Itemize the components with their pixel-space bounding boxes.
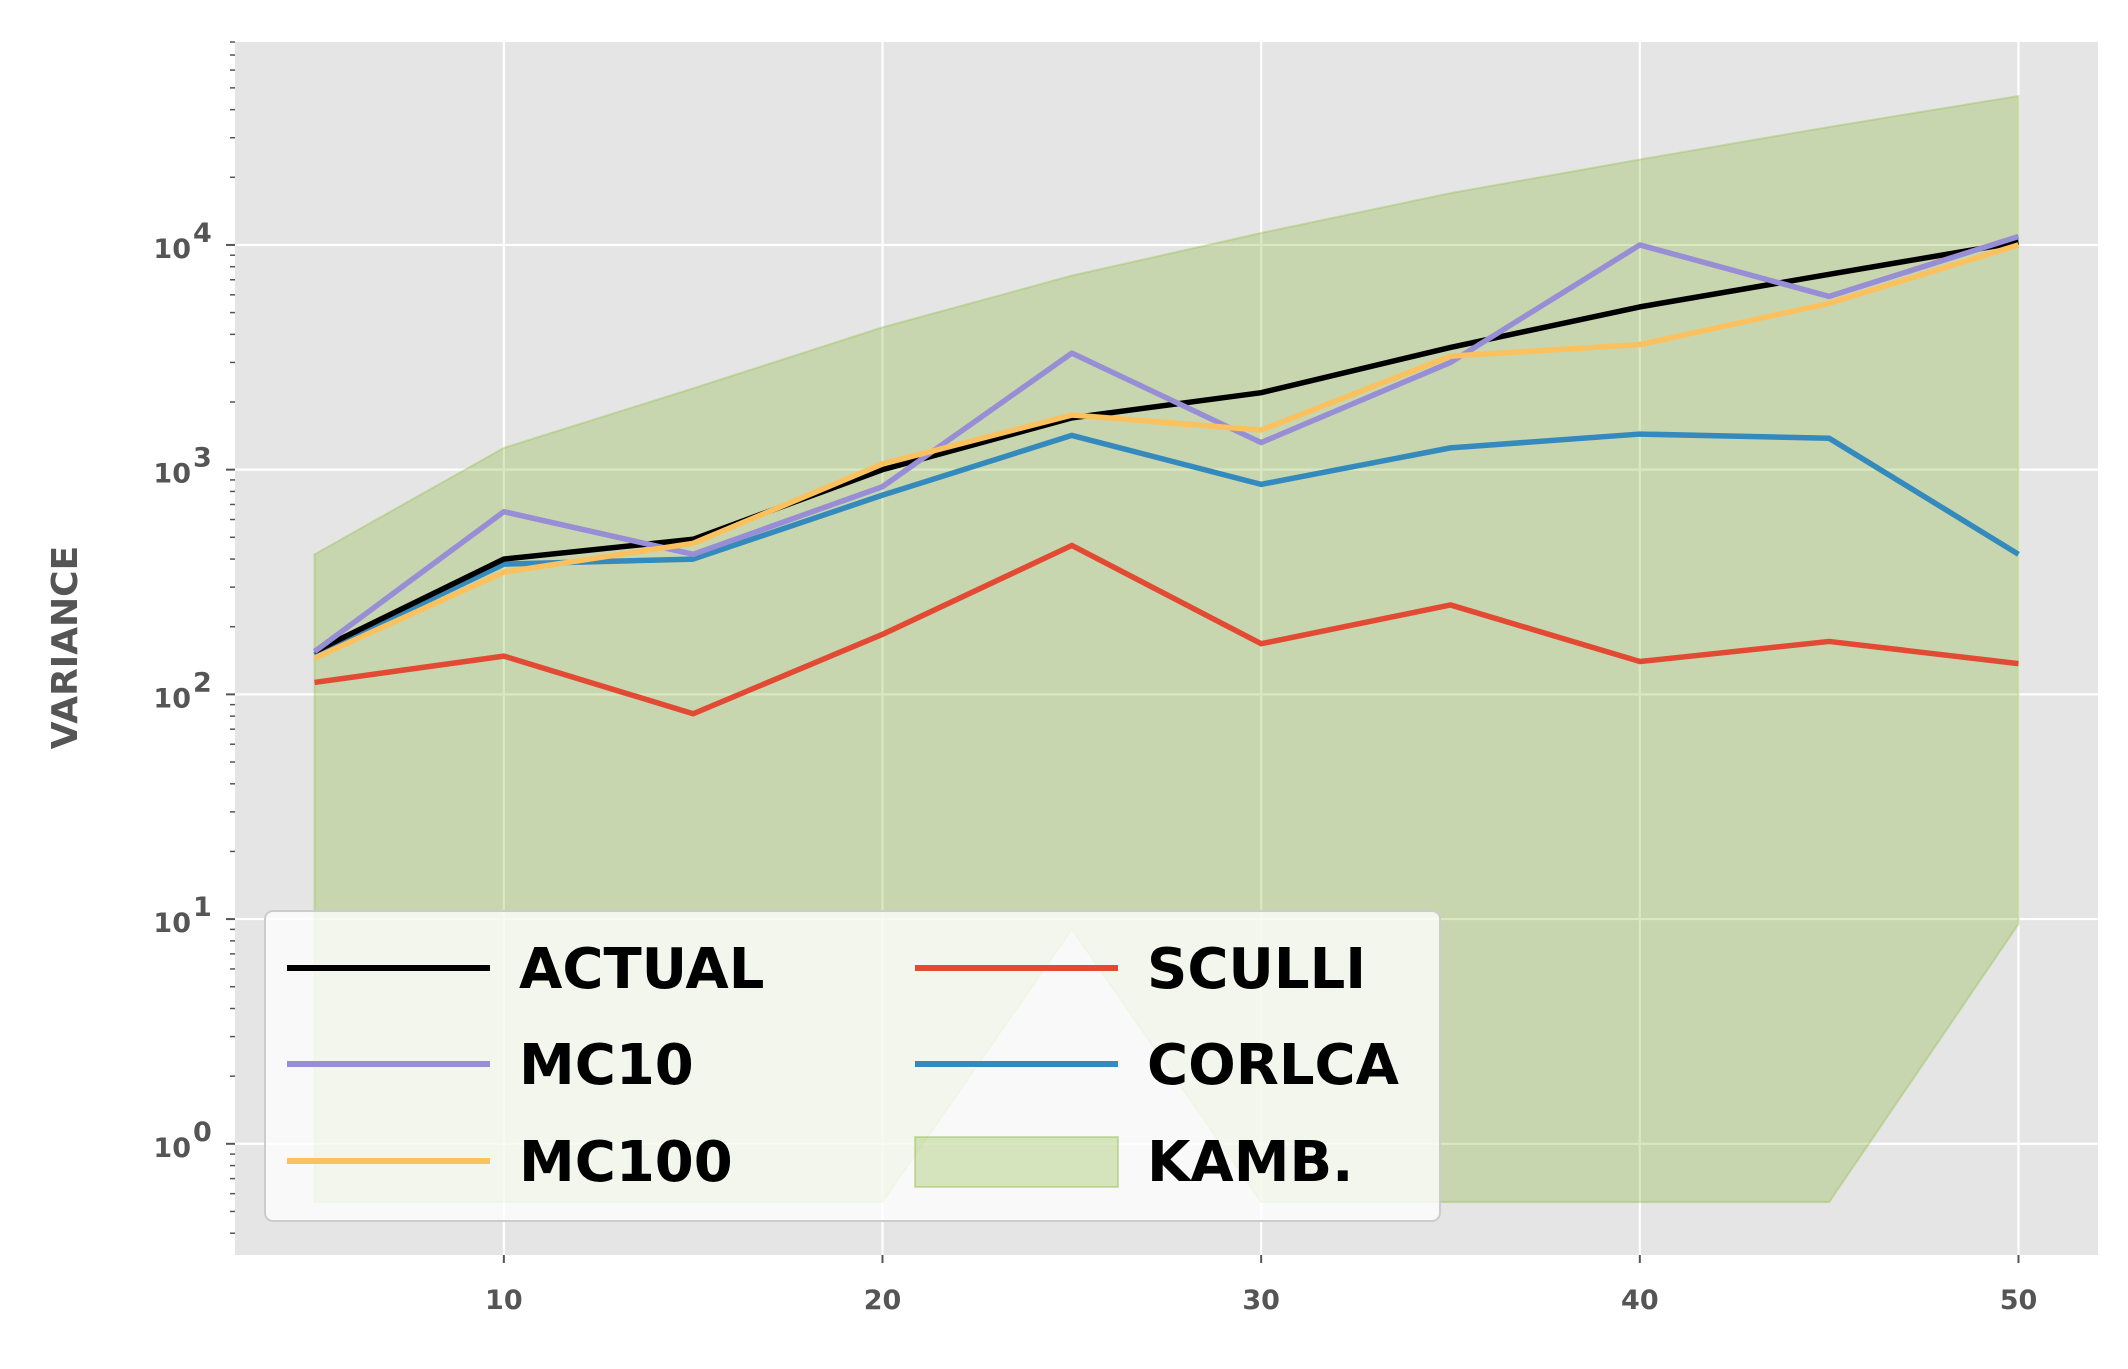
legend-label-actual: ACTUAL [519, 937, 764, 1002]
series-line-sculli [314, 542, 2019, 717]
x-tick-label: 40 [1621, 1285, 1659, 1316]
legend-label-sculli: SCULLI [1147, 937, 1366, 1002]
series-line-mc100 [313, 242, 2020, 661]
series-line-actual [313, 239, 2019, 655]
series-line-corlca [313, 431, 2020, 658]
y-axis-label: VARIANCE [45, 546, 86, 749]
y-tick-label: 10 [153, 683, 191, 714]
legend: ACTUAL MC10 MC100 SCULLI CORLCA KAMB. [264, 910, 1441, 1222]
y-tick-exponent: 1 [193, 892, 212, 923]
legend-label-corlca: CORLCA [1147, 1033, 1400, 1098]
x-tick-label: 20 [864, 1285, 902, 1316]
x-tick-label: 50 [2000, 1285, 2038, 1316]
y-tick-label: 10 [153, 234, 191, 265]
series-layer [312, 233, 2020, 717]
y-tick-exponent: 4 [193, 218, 212, 249]
legend-label-mc10: MC10 [519, 1033, 694, 1098]
legend-swatch-kamb [914, 1136, 1119, 1188]
y-tick-exponent: 0 [193, 1117, 212, 1148]
legend-box [264, 910, 1441, 1222]
series-line-mc10 [312, 233, 2020, 654]
x-tick-label: 10 [485, 1285, 523, 1316]
x-tick-label: 30 [1242, 1285, 1280, 1316]
y-tick-exponent: 2 [193, 667, 212, 698]
y-tick-label: 10 [153, 908, 191, 939]
y-tick-label: 10 [153, 1133, 191, 1164]
legend-label-kamb: KAMB. [1147, 1130, 1353, 1195]
y-tick-exponent: 3 [193, 443, 212, 474]
legend-label-mc100: MC100 [519, 1130, 733, 1195]
y-tick-label: 10 [153, 459, 191, 490]
